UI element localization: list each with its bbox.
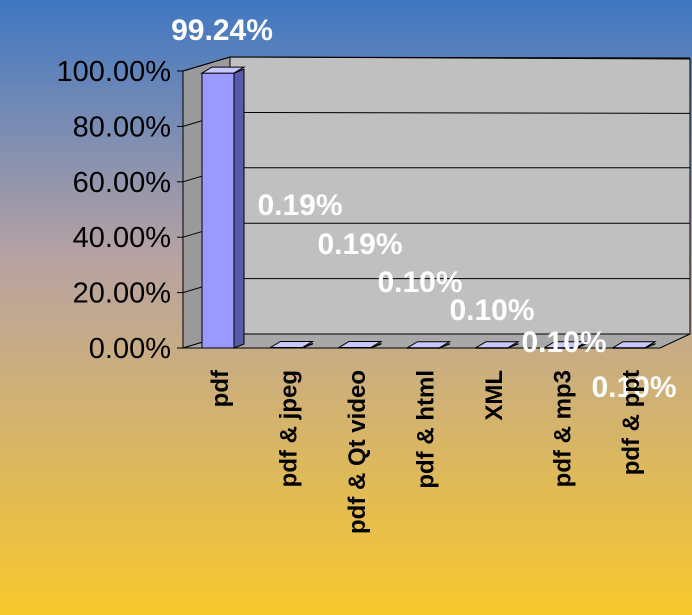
x-tick-label: pdf [207, 369, 234, 407]
x-tick-label: pdf & jpeg [276, 370, 303, 487]
bar [200, 66, 246, 349]
bar-front [201, 72, 235, 349]
bar-top [337, 340, 383, 348]
x-tick-label: pdf & ppt [618, 370, 645, 475]
data-label: 0.10% [377, 266, 462, 299]
bar [611, 341, 657, 349]
bar [337, 340, 383, 349]
bar-top [405, 341, 452, 349]
x-tick-label: pdf & mp3 [550, 370, 577, 487]
bar [542, 341, 589, 349]
labels-group: 0.00% 20.00% 40.00% 60.00% 80.00% 100.00% 99.2… [57, 14, 677, 534]
x-tick-label: pdf & html [413, 370, 440, 489]
data-label: 0.19% [257, 189, 342, 222]
gridline [182, 56, 691, 72]
data-label: 0.10% [521, 326, 606, 359]
bar-top [542, 341, 589, 349]
bars-group [200, 66, 657, 349]
y-tick-label: 60.00% [73, 167, 171, 199]
bar-top [611, 341, 657, 349]
data-label: 0.10% [449, 294, 534, 327]
y-tick-label: 40.00% [73, 222, 171, 254]
data-label: 99.24% [171, 14, 273, 47]
y-tick-label: 100.00% [57, 56, 172, 88]
data-label: 0.10% [591, 371, 676, 404]
bar-top [474, 341, 520, 349]
bar [268, 340, 315, 349]
plot-area [177, 56, 691, 349]
y-tick-label: 80.00% [73, 111, 171, 143]
x-tick-label: pdf & Qt video [344, 370, 371, 534]
y-tick-label: 0.00% [89, 333, 171, 365]
y-tick-label: 20.00% [73, 278, 171, 310]
x-tick-label: XML [481, 370, 508, 421]
bar-side [233, 68, 245, 349]
bar-top [268, 340, 315, 348]
data-label: 0.19% [317, 228, 402, 261]
bar-top [200, 66, 246, 74]
bar [474, 341, 520, 349]
bar [405, 341, 452, 349]
